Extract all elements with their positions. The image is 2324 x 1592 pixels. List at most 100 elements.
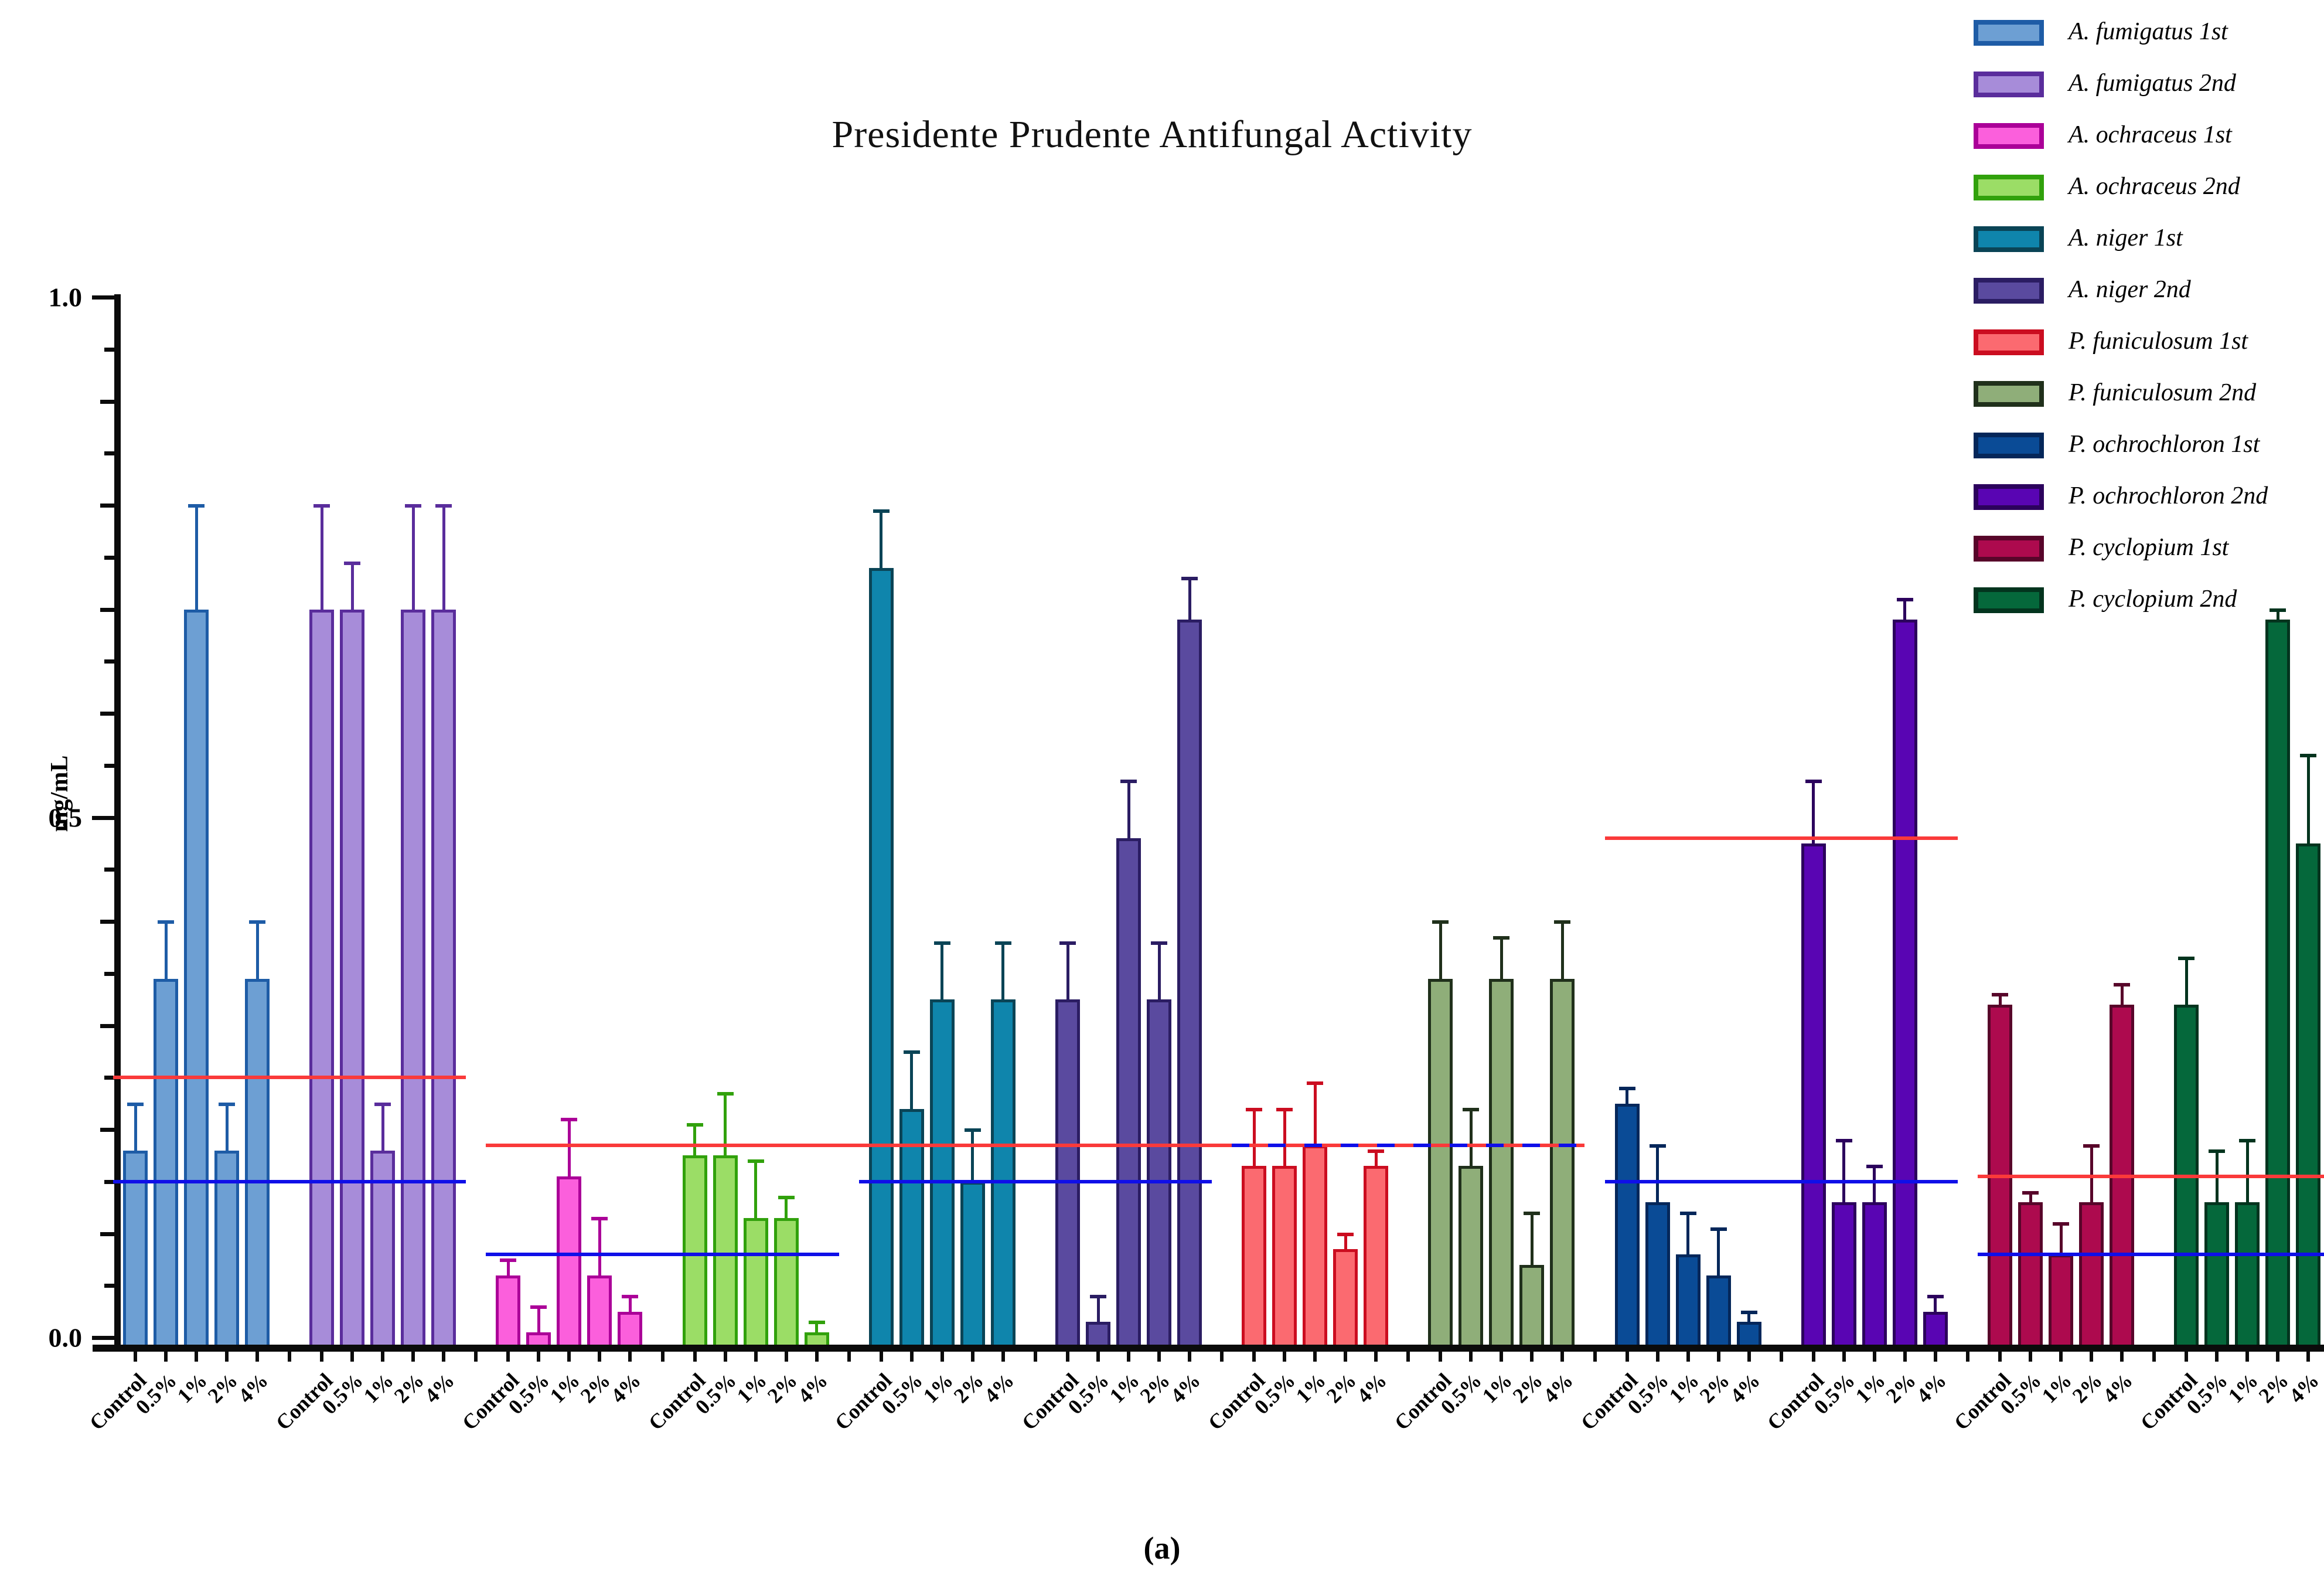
error-bar bbox=[1157, 942, 1161, 1002]
x-axis-tick bbox=[320, 1352, 324, 1362]
error-bar-cap bbox=[1432, 920, 1449, 924]
error-bar bbox=[724, 1093, 727, 1158]
x-axis-tick bbox=[693, 1352, 697, 1362]
x-axis-label: 4% bbox=[979, 1368, 1018, 1408]
x-axis-tick bbox=[195, 1352, 198, 1362]
error-bar bbox=[1127, 781, 1130, 841]
x-axis-tick bbox=[940, 1352, 944, 1362]
legend-swatch bbox=[1974, 123, 2044, 149]
bar-p-cyclopium-2nd-1 bbox=[2235, 1202, 2260, 1345]
x-axis-tick bbox=[1903, 1352, 1907, 1362]
x-axis-label: 4% bbox=[606, 1368, 646, 1408]
error-bar-cap bbox=[873, 509, 890, 513]
bar-a-ochraceus-2nd-Control bbox=[682, 1155, 707, 1345]
x-axis-tick bbox=[723, 1352, 727, 1362]
error-bar bbox=[320, 505, 323, 612]
x-axis-gap-tick bbox=[847, 1352, 851, 1362]
error-bar bbox=[1686, 1213, 1690, 1257]
x-axis-tick bbox=[381, 1352, 385, 1362]
error-bar bbox=[506, 1259, 510, 1278]
bar-p-funiculosum-1st-2 bbox=[1333, 1249, 1358, 1345]
bar-a-fumigatus-1st-1 bbox=[184, 609, 209, 1345]
bar-p-ochrochloron-2nd-4 bbox=[1923, 1311, 1948, 1345]
x-axis-tick bbox=[1439, 1352, 1443, 1362]
y-axis-tick bbox=[104, 868, 114, 872]
red-reference-line bbox=[486, 1143, 1585, 1147]
error-bar-cap bbox=[1307, 1081, 1324, 1086]
bar-a-niger-1st-2 bbox=[960, 1181, 985, 1345]
x-axis-tick bbox=[134, 1352, 137, 1362]
error-bar bbox=[1469, 1108, 1473, 1169]
error-bar-cap bbox=[1866, 1165, 1883, 1169]
legend-label: P. cyclopium 2nd bbox=[2069, 586, 2237, 613]
error-bar-cap bbox=[2270, 608, 2286, 612]
x-axis-tick bbox=[1313, 1352, 1317, 1362]
legend-label: A. niger 2nd bbox=[2069, 276, 2191, 303]
error-bar-cap bbox=[1740, 1310, 1757, 1314]
error-bar-cap bbox=[2300, 754, 2317, 757]
bar-p-ochrochloron-2nd-2 bbox=[1892, 620, 1917, 1345]
y-axis-label: mg/mL bbox=[46, 755, 73, 832]
error-bar-cap bbox=[1059, 941, 1076, 945]
x-axis-label: 4% bbox=[2284, 1368, 2324, 1408]
x-axis-tick bbox=[1127, 1352, 1130, 1362]
x-axis-tick bbox=[164, 1352, 168, 1362]
y-axis-tick bbox=[104, 347, 114, 352]
error-bar-cap bbox=[2022, 1190, 2039, 1195]
bar-a-ochraceus-1st-05 bbox=[526, 1332, 551, 1345]
x-axis-tick bbox=[2059, 1352, 2063, 1362]
legend-swatch bbox=[1974, 175, 2044, 200]
x-axis-tick bbox=[225, 1352, 229, 1362]
error-bar-cap bbox=[127, 1102, 144, 1106]
error-bar bbox=[1500, 937, 1503, 981]
error-bar-cap bbox=[2209, 1149, 2226, 1153]
x-axis-tick bbox=[567, 1352, 571, 1362]
x-axis-tick bbox=[1655, 1352, 1659, 1362]
error-bar-cap bbox=[1368, 1149, 1385, 1153]
error-bar bbox=[164, 921, 168, 981]
error-bar bbox=[598, 1217, 601, 1278]
x-axis-label: 4% bbox=[2098, 1368, 2138, 1408]
error-bar bbox=[1717, 1228, 1720, 1278]
x-axis-tick bbox=[506, 1352, 510, 1362]
bar-p-ochrochloron-2nd-1 bbox=[1862, 1202, 1887, 1345]
x-axis-tick bbox=[1933, 1352, 1937, 1362]
legend-swatch bbox=[1974, 484, 2044, 510]
error-bar bbox=[1096, 1296, 1100, 1325]
error-bar bbox=[1530, 1213, 1534, 1267]
error-bar-cap bbox=[1992, 993, 2008, 997]
error-bar bbox=[1842, 1139, 1846, 1205]
error-bar bbox=[567, 1119, 571, 1179]
y-axis-tick bbox=[100, 504, 114, 508]
error-bar-cap bbox=[1181, 577, 1198, 581]
error-bar-cap bbox=[1090, 1295, 1106, 1298]
bar-p-funiculosum-1st-Control bbox=[1242, 1166, 1267, 1345]
error-bar bbox=[2276, 609, 2279, 622]
legend-label: P. cyclopium 1st bbox=[2069, 534, 2229, 561]
x-axis-tick bbox=[537, 1352, 541, 1362]
y-axis-tick bbox=[100, 712, 114, 716]
bar-a-ochraceus-2nd-05 bbox=[713, 1155, 738, 1345]
y-axis-tick-label: 0.0 bbox=[48, 1322, 83, 1353]
x-axis-tick bbox=[2090, 1352, 2093, 1362]
x-axis-tick bbox=[1344, 1352, 1348, 1362]
y-axis-tick bbox=[104, 1076, 114, 1080]
bar-p-cyclopium-1st-2 bbox=[2079, 1202, 2104, 1345]
error-bar bbox=[1626, 1088, 1629, 1106]
error-bar-cap bbox=[903, 1050, 920, 1054]
error-bar-cap bbox=[1337, 1232, 1354, 1236]
x-axis-label: 4% bbox=[1911, 1368, 1951, 1408]
legend-swatch bbox=[1974, 278, 2044, 304]
blue-reference-line bbox=[1978, 1253, 2324, 1256]
error-bar bbox=[754, 1161, 758, 1220]
x-axis-label: 4% bbox=[793, 1368, 832, 1408]
error-bar-cap bbox=[1896, 597, 1913, 601]
y-axis-tick bbox=[92, 815, 114, 820]
y-axis-tick bbox=[92, 1336, 114, 1340]
error-bar-cap bbox=[1524, 1212, 1541, 1215]
x-axis-tick bbox=[879, 1352, 883, 1362]
error-bar-cap bbox=[747, 1159, 764, 1164]
x-axis-label: 4% bbox=[1725, 1368, 1764, 1408]
blue-reference-line bbox=[858, 1179, 1212, 1183]
bar-p-funiculosum-1st-1 bbox=[1303, 1145, 1328, 1345]
